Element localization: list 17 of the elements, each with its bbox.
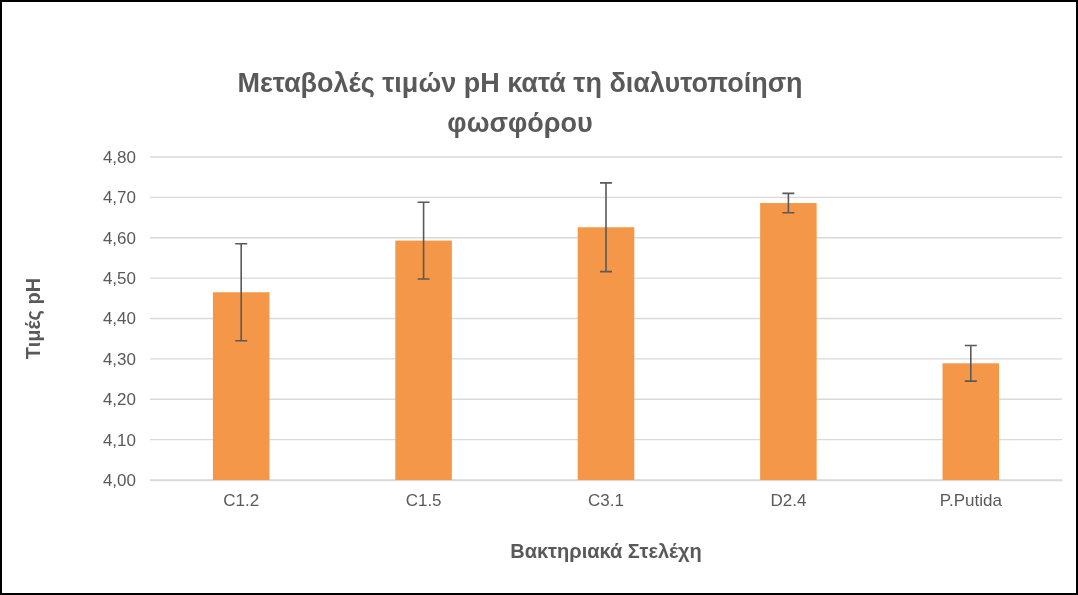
- x-tick-label: C1.5: [405, 491, 442, 511]
- y-tick-label: 4,70: [102, 188, 136, 208]
- y-tick-label: 4,60: [102, 228, 136, 248]
- y-tick-label: 4,80: [102, 147, 136, 167]
- x-axis-title: Βακτηριακά Στελέχη: [510, 540, 702, 562]
- x-tick-label: C1.2: [223, 491, 260, 511]
- y-axis-title: Τιμές pH: [22, 277, 44, 360]
- x-tick-label: C3.1: [588, 491, 624, 511]
- y-tick-label: 4,50: [102, 269, 136, 289]
- y-tick-label: 4,40: [102, 309, 136, 329]
- y-tick-label: 4,10: [102, 430, 136, 450]
- x-tick-label: D2.4: [770, 491, 807, 511]
- y-tick-label: 4,00: [102, 470, 136, 490]
- y-tick-label: 4,20: [102, 390, 136, 410]
- chart-title: Μεταβολές τιμών pH κατά τη διαλυτοποίηση φωσφόρου: [237, 68, 803, 138]
- x-tick-label: P.Putida: [939, 491, 1003, 511]
- y-tick-label: 4,30: [102, 349, 136, 369]
